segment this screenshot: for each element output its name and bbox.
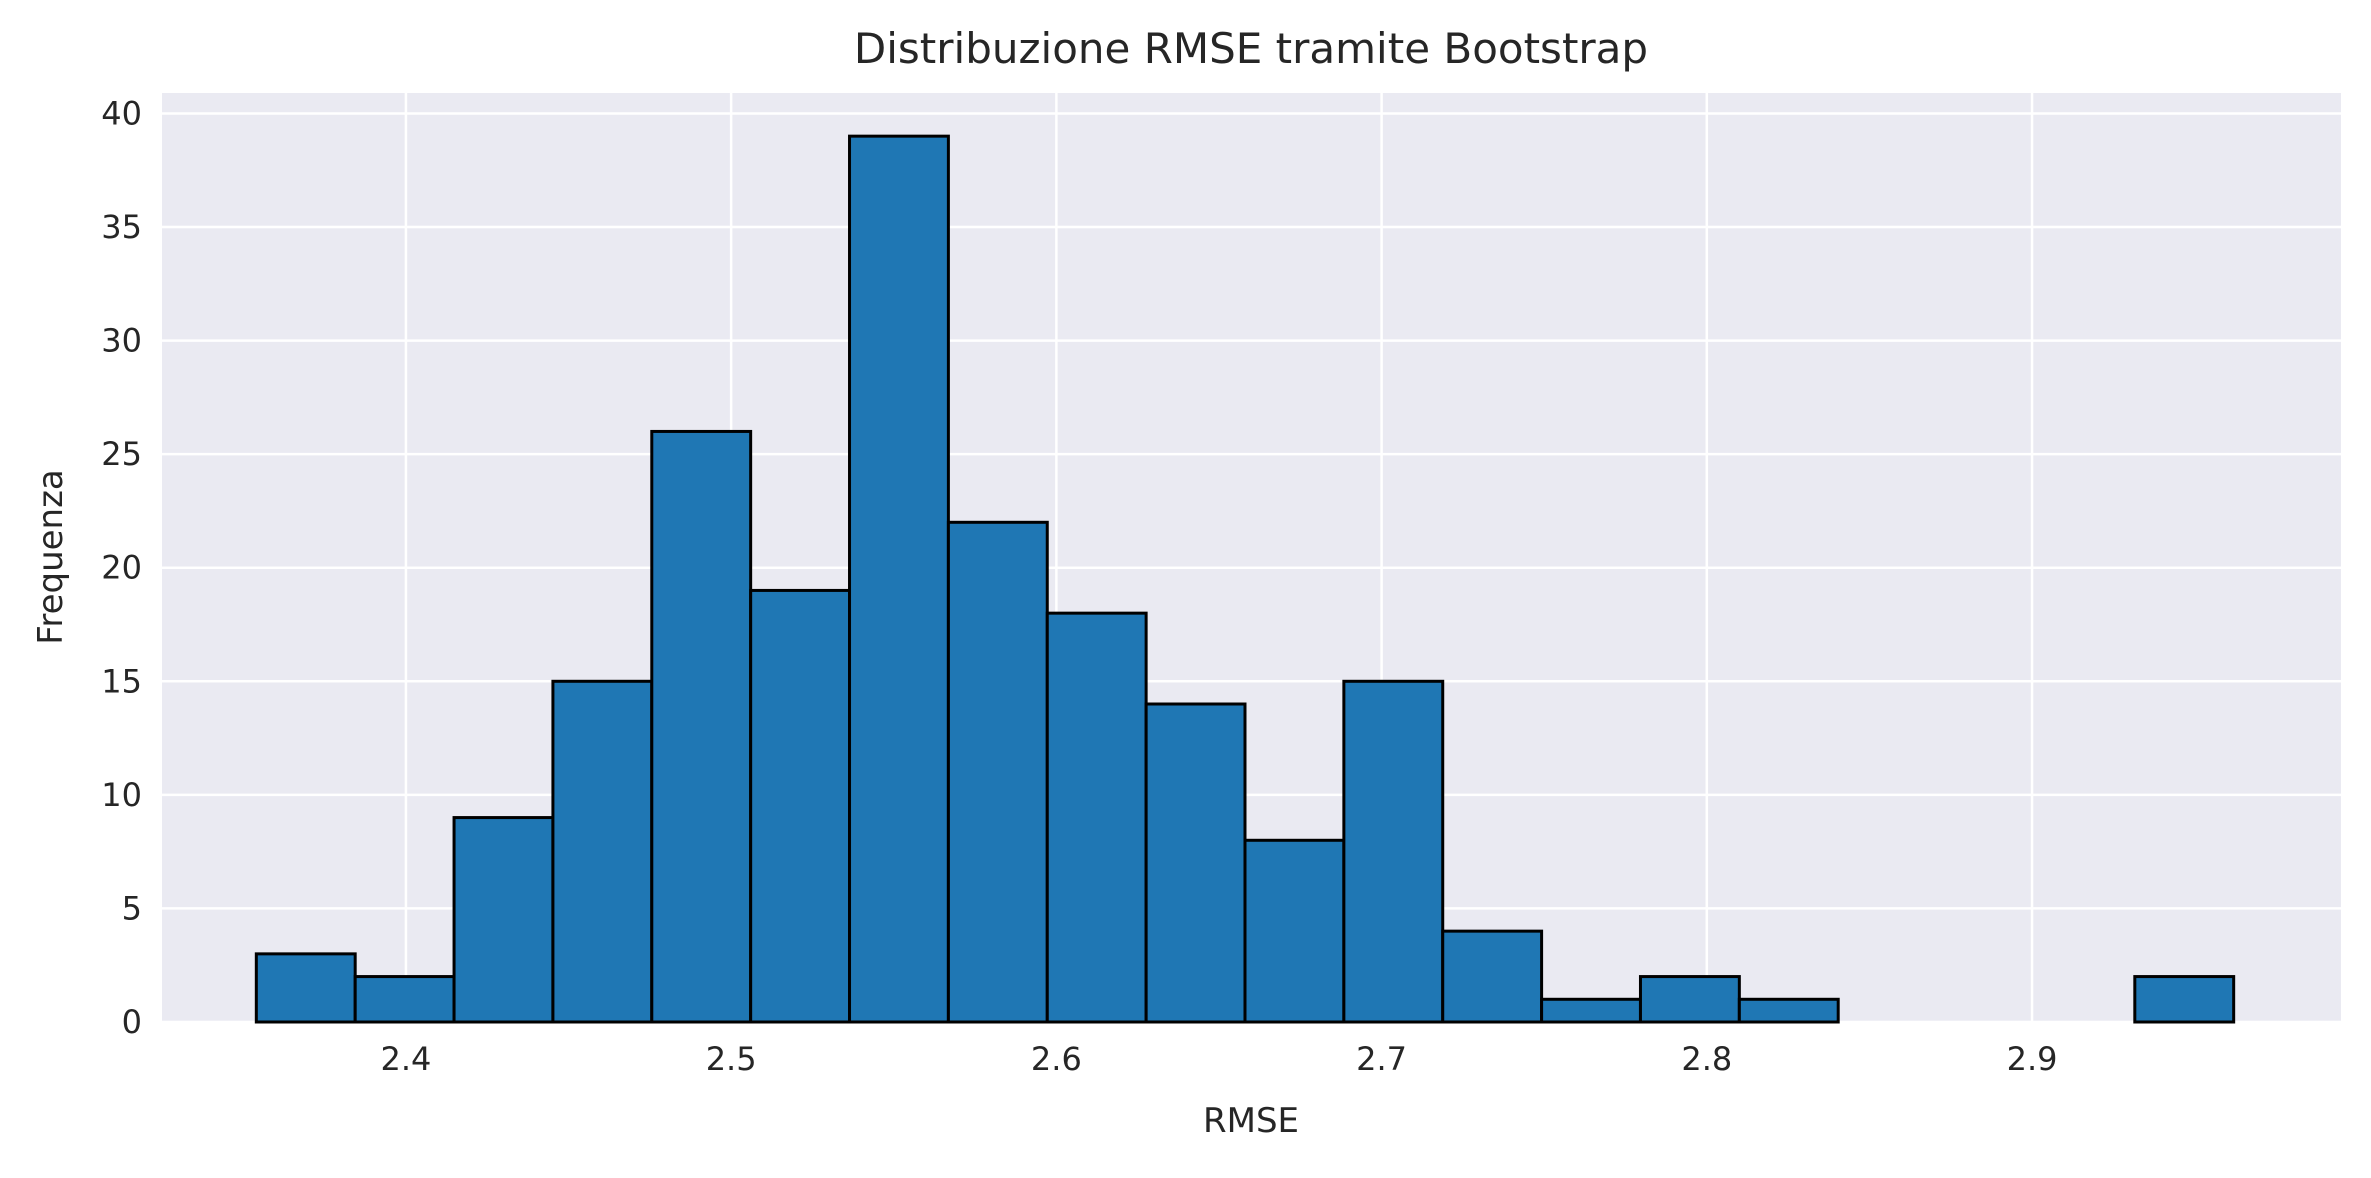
x-tick-label: 2.6 <box>1031 1040 1082 1078</box>
y-tick-label: 30 <box>101 322 142 360</box>
x-tick-label: 2.8 <box>1681 1040 1732 1078</box>
histogram-bar <box>2133 975 2236 1024</box>
y-tick-label: 35 <box>101 208 142 246</box>
histogram-bar <box>1243 838 1346 1024</box>
y-tick-label: 5 <box>122 889 142 927</box>
x-tick-label: 2.5 <box>706 1040 757 1078</box>
x-axis-ticks: 2.4 2.5 2.6 2.7 2.8 2.9 <box>380 1040 2057 1078</box>
histogram-bar <box>1737 997 1840 1024</box>
histogram-bars <box>254 134 2236 1024</box>
histogram-bar <box>1441 929 1544 1024</box>
x-axis-label: RMSE <box>1203 1101 1299 1141</box>
histogram-bar <box>1342 679 1445 1024</box>
histogram-bar <box>254 952 357 1024</box>
histogram-bar <box>452 816 555 1024</box>
y-tick-label: 40 <box>101 94 142 132</box>
y-tick-label: 15 <box>101 662 142 700</box>
y-axis-label: Frequenza <box>31 469 71 645</box>
histogram-bar <box>946 520 1049 1024</box>
y-tick-label: 25 <box>101 435 142 473</box>
histogram-bar <box>1144 702 1247 1024</box>
x-tick-label: 2.4 <box>380 1040 431 1078</box>
histogram-bar <box>551 679 654 1024</box>
histogram-bar <box>1045 611 1148 1024</box>
histogram-bar <box>650 429 753 1024</box>
histogram-bar <box>353 975 456 1024</box>
histogram-bar <box>848 134 950 1024</box>
histogram-bar <box>1540 997 1642 1024</box>
y-axis-ticks: 0 5 10 15 20 25 30 35 40 <box>101 94 142 1041</box>
y-tick-label: 20 <box>101 549 142 587</box>
histogram-bar <box>749 588 852 1024</box>
y-tick-label: 10 <box>101 776 142 814</box>
histogram-bar <box>1638 975 1741 1024</box>
y-tick-label: 0 <box>122 1003 142 1041</box>
chart-title: Distribuzione RMSE tramite Bootstrap <box>854 24 1648 73</box>
x-tick-label: 2.7 <box>1356 1040 1407 1078</box>
x-tick-label: 2.9 <box>2007 1040 2058 1078</box>
